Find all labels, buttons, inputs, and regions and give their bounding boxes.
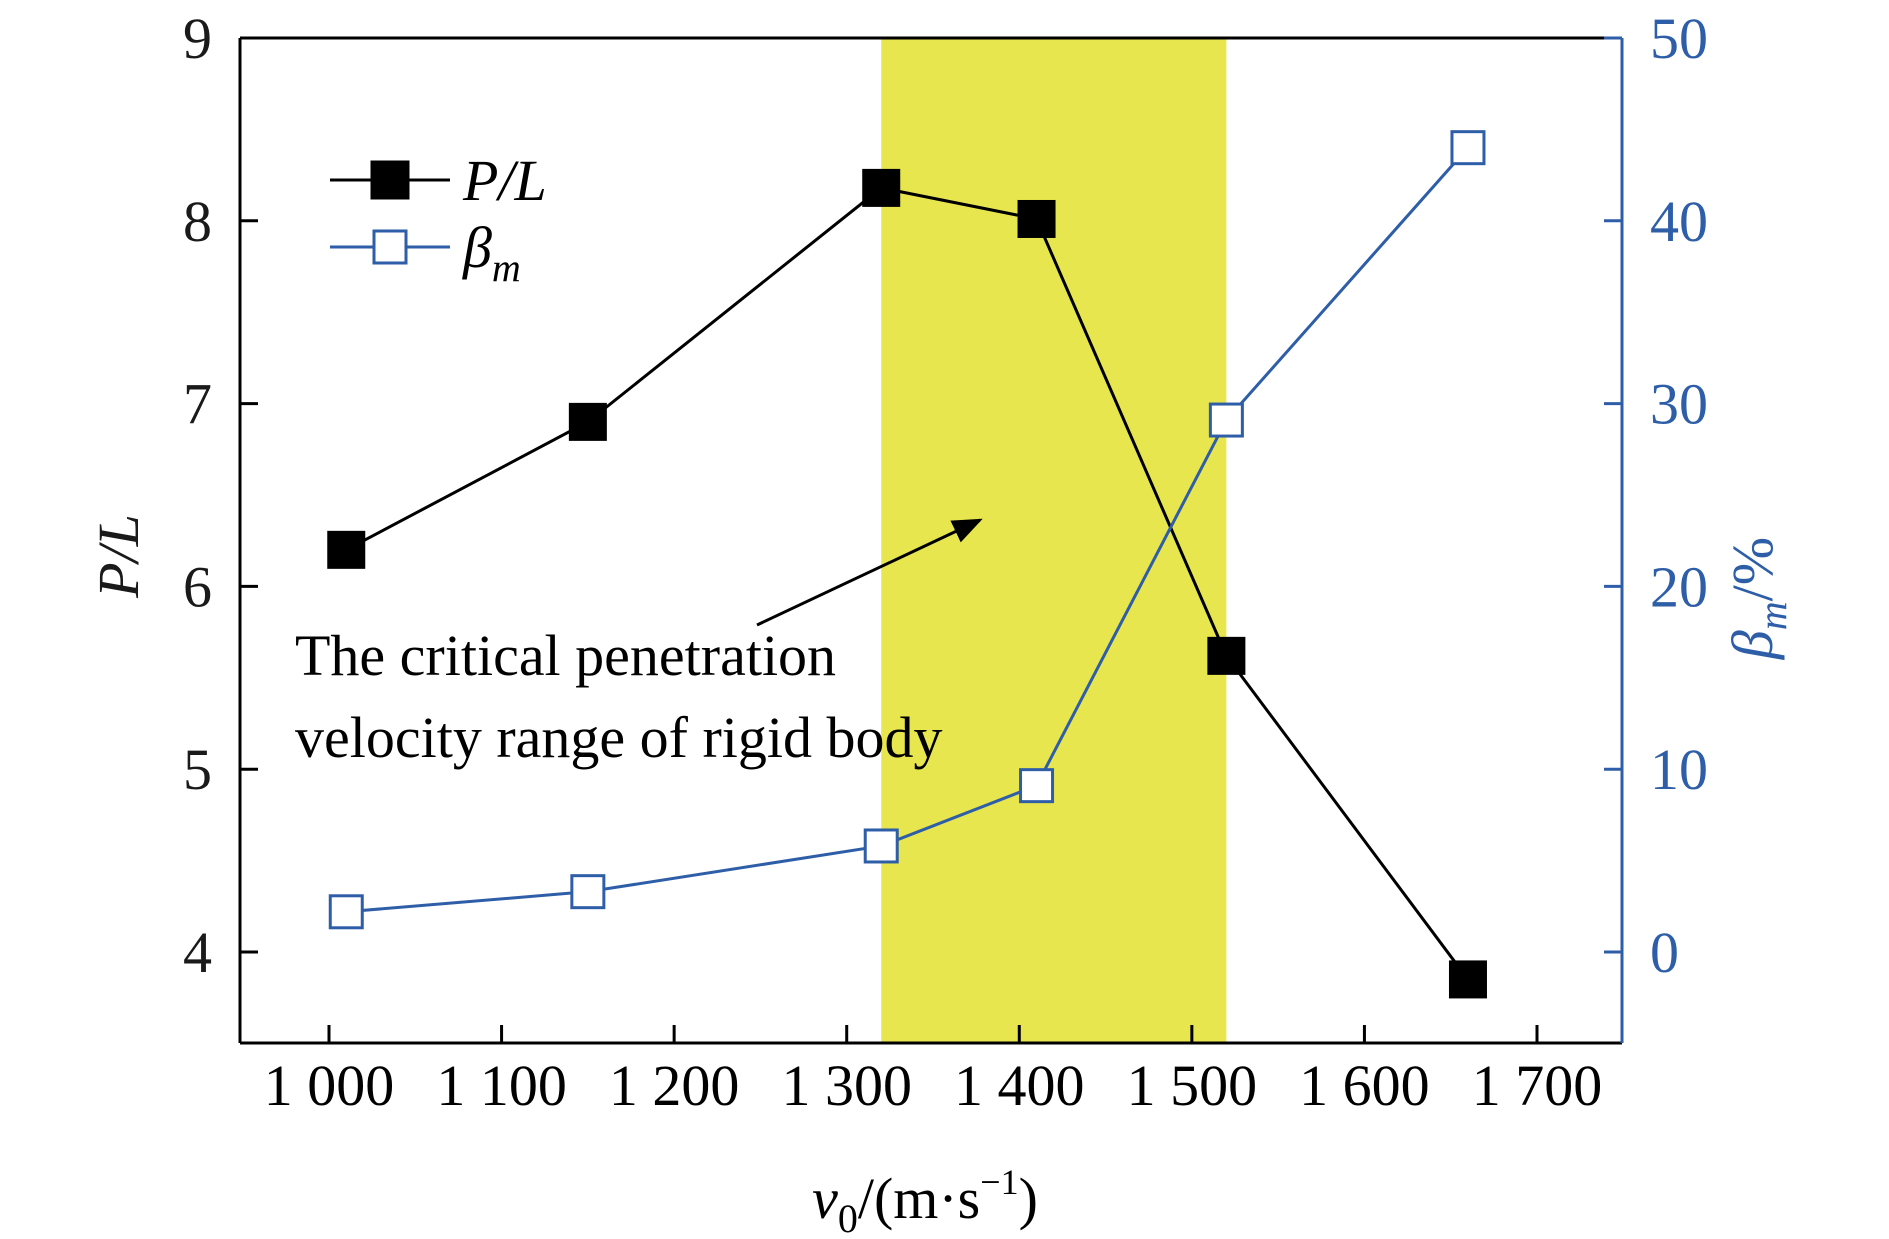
legend: P/Lβm [330, 148, 547, 290]
beta-point [328, 894, 364, 930]
annotation-text-line: The critical penetration [295, 623, 836, 688]
x-tick-label: 1 400 [954, 1053, 1085, 1118]
annotation-arrow [756, 518, 983, 627]
x-tick-label: 1 100 [436, 1053, 567, 1118]
left-y-tick-label: 4 [183, 920, 212, 985]
left-axis-title: P/L [86, 514, 151, 599]
pl-point [1207, 636, 1246, 675]
x-tick-label: 1 200 [609, 1053, 740, 1118]
pl-point [568, 402, 607, 441]
pl-series-line [345, 186, 1470, 981]
series-layer [327, 130, 1487, 999]
beta-point [570, 874, 606, 910]
legend-marker [370, 160, 410, 200]
x-tick-label: 1 000 [264, 1053, 395, 1118]
pl-point [1017, 199, 1056, 238]
left-y-tick-label: 5 [183, 737, 212, 802]
beta-point [863, 828, 899, 864]
beta-point [1208, 402, 1244, 438]
left-y-tick-label: 8 [183, 189, 212, 254]
legend-marker [372, 229, 408, 265]
right-y-tick-label: 40 [1650, 189, 1708, 254]
left-y-tick-label: 7 [183, 372, 212, 437]
beta-point [1450, 130, 1486, 166]
x-tick-label: 1 700 [1472, 1053, 1603, 1118]
legend-label: P/L [462, 148, 547, 213]
right-y-tick-label: 30 [1650, 372, 1708, 437]
legend-label: βm [462, 215, 521, 290]
annotation-text-line: velocity range of rigid body [295, 705, 943, 770]
right-axis-title: βm/% [1720, 537, 1795, 660]
pl-point [327, 530, 366, 569]
beta-point [1019, 768, 1055, 804]
axes-layer: 1 000 1 100 1 200 1 300 1 400 1 500 1 600 1 700… [86, 6, 1795, 1239]
right-y-tick-label: 20 [1650, 554, 1708, 619]
x-tick-label: 1 600 [1299, 1053, 1430, 1118]
right-y-tick-label: 50 [1650, 6, 1708, 71]
x-axis-title: v0/(m·s−1) [812, 1162, 1038, 1239]
x-tick-label: 1 300 [781, 1053, 912, 1118]
right-y-tick-label: 0 [1650, 920, 1679, 985]
left-y-tick-label: 9 [183, 6, 212, 71]
beta-series-line [346, 146, 1470, 914]
pl-point [862, 168, 901, 207]
x-tick-label: 1 500 [1127, 1053, 1258, 1118]
right-y-tick-label: 10 [1650, 737, 1708, 802]
annotation-layer: The critical penetration velocity range o… [295, 518, 983, 770]
left-y-tick-label: 6 [183, 554, 212, 619]
pl-point [1448, 960, 1487, 999]
